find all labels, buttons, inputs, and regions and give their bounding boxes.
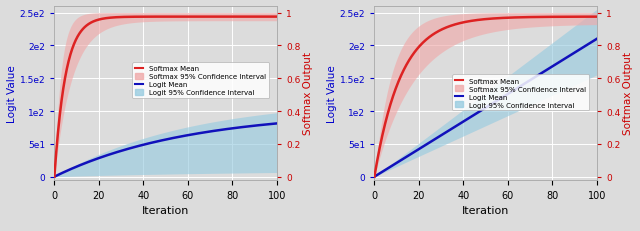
Y-axis label: Softmax Output: Softmax Output <box>303 52 313 135</box>
Y-axis label: Logit Value: Logit Value <box>7 65 17 122</box>
X-axis label: Iteration: Iteration <box>462 205 509 215</box>
Legend: Softmax Mean, Softmax 95% Confidence Interval, Logit Mean, Logit 95% Confidence : Softmax Mean, Softmax 95% Confidence Int… <box>452 75 589 111</box>
X-axis label: Iteration: Iteration <box>142 205 189 215</box>
Y-axis label: Logit Value: Logit Value <box>327 65 337 122</box>
Y-axis label: Softmax Output: Softmax Output <box>623 52 633 135</box>
Legend: Softmax Mean, Softmax 95% Confidence Interval, Logit Mean, Logit 95% Confidence : Softmax Mean, Softmax 95% Confidence Int… <box>132 63 269 99</box>
